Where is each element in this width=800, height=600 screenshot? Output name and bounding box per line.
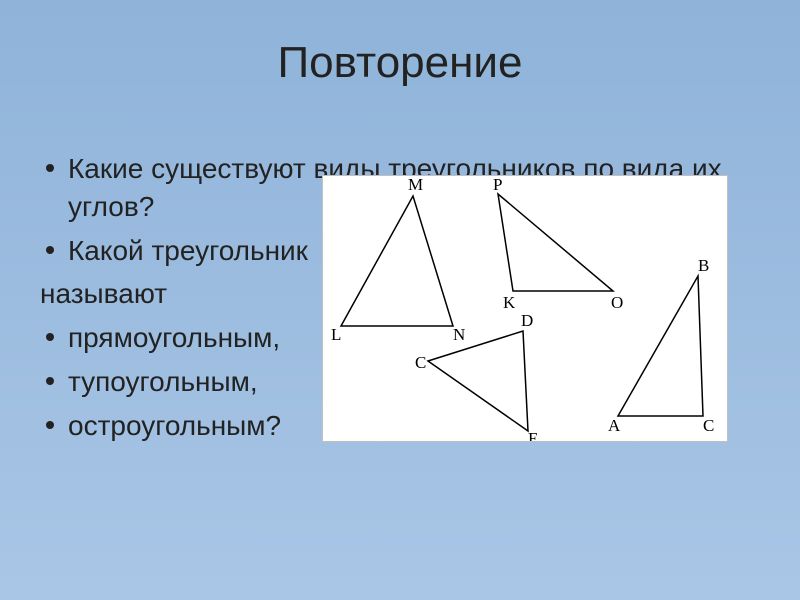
triangle-obtuse-PKO xyxy=(498,194,613,291)
vertex-label: C xyxy=(415,353,426,372)
triangles-svg: L M N P K O C D E A B C xyxy=(323,176,727,441)
vertex-label: E xyxy=(528,429,538,441)
vertex-label: P xyxy=(493,176,502,194)
bullet-text: прямоугольным, xyxy=(68,319,280,357)
bullet-dot-icon xyxy=(46,164,54,172)
vertex-label: D xyxy=(521,311,533,330)
slide: Повторение Какие существуют виды треугол… xyxy=(0,0,800,600)
triangle-right-ABC xyxy=(618,276,703,416)
vertex-label: K xyxy=(503,293,516,312)
vertex-label: C xyxy=(703,416,714,435)
bullet-dot-icon xyxy=(46,333,54,341)
bullet-dot-icon xyxy=(46,246,54,254)
triangle-acute-CDE xyxy=(428,331,528,431)
bullet-dot-icon xyxy=(46,377,54,385)
bullet-text: тупоугольным, xyxy=(68,363,258,401)
vertex-label: L xyxy=(331,325,341,344)
bullet-text: Какой треугольник xyxy=(68,232,308,270)
bullet-text: остроугольным? xyxy=(68,407,281,445)
vertex-label: M xyxy=(408,176,423,194)
vertex-label: B xyxy=(698,256,709,275)
vertex-label: O xyxy=(611,293,623,312)
bullet-dot-icon xyxy=(46,421,54,429)
vertex-label: N xyxy=(453,325,465,344)
triangles-figure: L M N P K O C D E A B C xyxy=(322,175,728,442)
triangle-acute-LMN xyxy=(341,196,453,326)
vertex-label: A xyxy=(608,416,621,435)
slide-title: Повторение xyxy=(0,0,800,88)
